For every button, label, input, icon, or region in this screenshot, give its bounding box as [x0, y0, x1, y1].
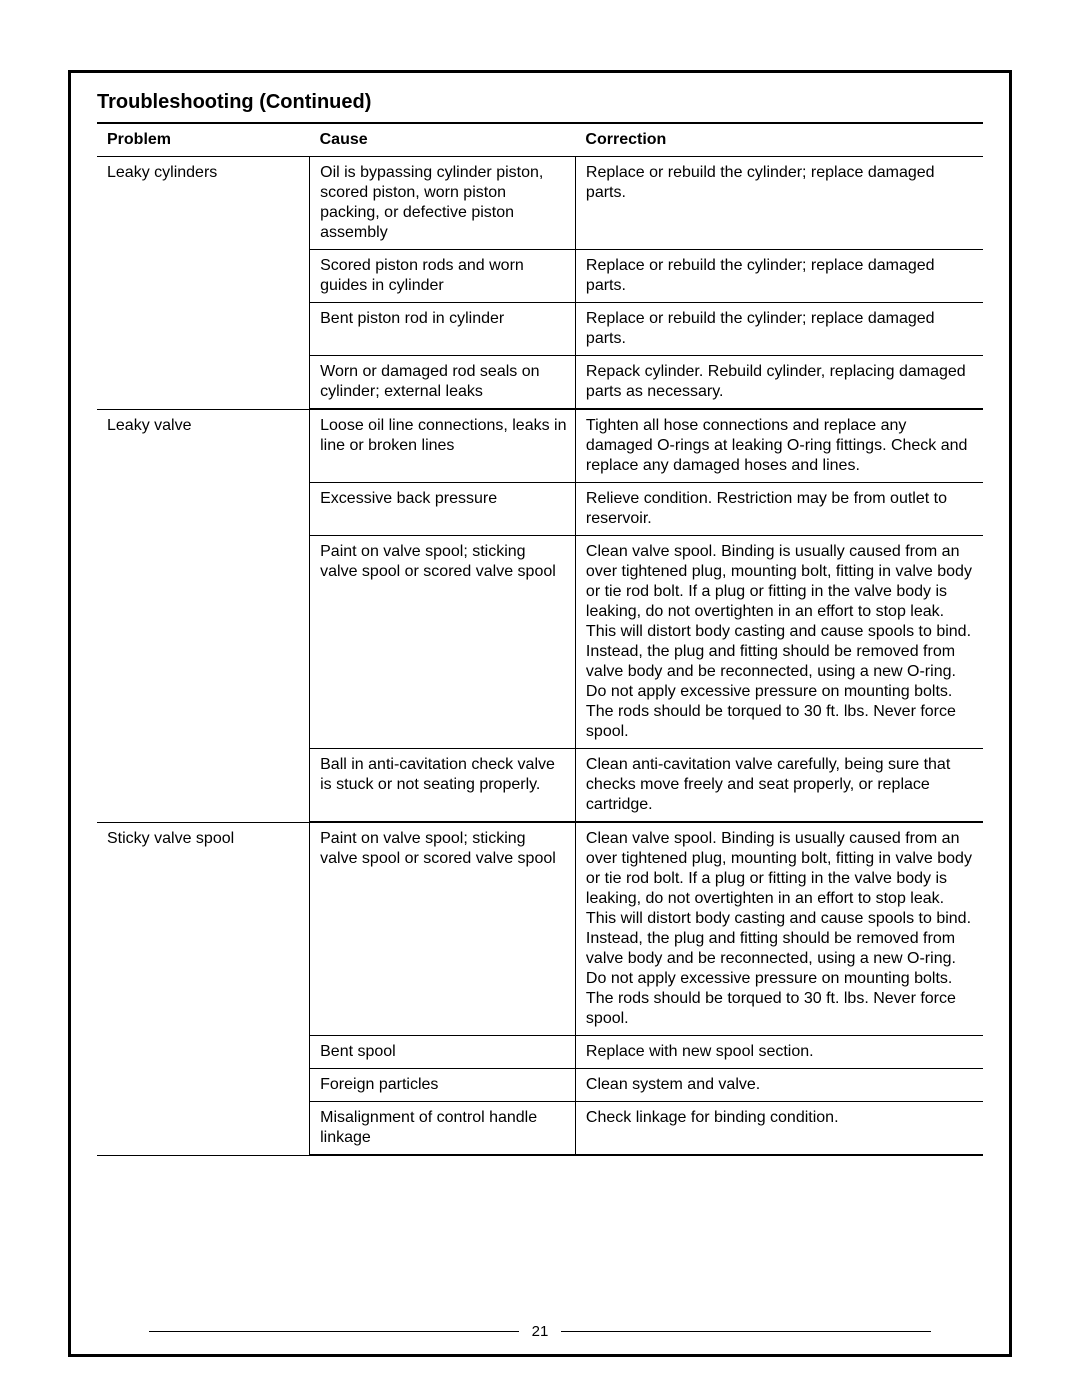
cell-cause: Paint on valve spool; sticking valve spo…: [310, 536, 576, 749]
cell-correction: Replace or rebuild the cylinder; replace…: [575, 250, 983, 303]
table-row: Sticky valve spoolPaint on valve spool; …: [97, 822, 983, 1036]
col-correction: Correction: [575, 123, 983, 157]
cell-correction: Replace with new spool section.: [575, 1036, 983, 1069]
page-frame: Troubleshooting (Continued) Problem Caus…: [68, 70, 1012, 1357]
page-footer: 21: [71, 1322, 1009, 1340]
cell-problem: Sticky valve spool: [97, 822, 310, 1155]
cell-cause: Excessive back pressure: [310, 483, 576, 536]
cell-cause: Paint on valve spool; sticking valve spo…: [310, 822, 576, 1036]
cell-correction: Clean valve spool. Binding is usually ca…: [575, 822, 983, 1036]
cell-cause: Ball in anti-cavitation check valve is s…: [310, 749, 576, 823]
table-header-row: Problem Cause Correction: [97, 123, 983, 157]
cell-correction: Clean anti-cavitation valve carefully, b…: [575, 749, 983, 823]
cell-problem: Leaky cylinders: [97, 157, 310, 410]
cell-cause: Misalignment of control handle linkage: [310, 1102, 576, 1156]
table-row: Leaky valveLoose oil line connections, l…: [97, 409, 983, 483]
troubleshooting-table: Problem Cause Correction Leaky cylinders…: [97, 122, 983, 1156]
page-number: 21: [532, 1323, 549, 1340]
col-cause: Cause: [310, 123, 576, 157]
cell-cause: Foreign particles: [310, 1069, 576, 1102]
cell-correction: Clean valve spool. Binding is usually ca…: [575, 536, 983, 749]
cell-cause: Scored piston rods and worn guides in cy…: [310, 250, 576, 303]
cell-correction: Clean system and valve.: [575, 1069, 983, 1102]
footer-rule-left: [149, 1331, 519, 1332]
cell-cause: Worn or damaged rod seals on cylinder; e…: [310, 356, 576, 410]
cell-cause: Bent spool: [310, 1036, 576, 1069]
col-problem: Problem: [97, 123, 310, 157]
cell-cause: Oil is bypassing cylinder piston, scored…: [310, 157, 576, 250]
page-title: Troubleshooting (Continued): [97, 91, 983, 114]
cell-correction: Relieve condition. Restriction may be fr…: [575, 483, 983, 536]
page: Troubleshooting (Continued) Problem Caus…: [0, 0, 1080, 1397]
footer-rule-right: [561, 1331, 931, 1332]
cell-cause: Bent piston rod in cylinder: [310, 303, 576, 356]
table-row: Leaky cylindersOil is bypassing cylinder…: [97, 157, 983, 250]
cell-correction: Replace or rebuild the cylinder; replace…: [575, 303, 983, 356]
cell-correction: Check linkage for binding condition.: [575, 1102, 983, 1156]
cell-correction: Repack cylinder. Rebuild cylinder, repla…: [575, 356, 983, 410]
table-body: Leaky cylindersOil is bypassing cylinder…: [97, 157, 983, 1156]
cell-correction: Replace or rebuild the cylinder; replace…: [575, 157, 983, 250]
cell-correction: Tighten all hose connections and replace…: [575, 409, 983, 483]
cell-cause: Loose oil line connections, leaks in lin…: [310, 409, 576, 483]
cell-problem: Leaky valve: [97, 409, 310, 822]
